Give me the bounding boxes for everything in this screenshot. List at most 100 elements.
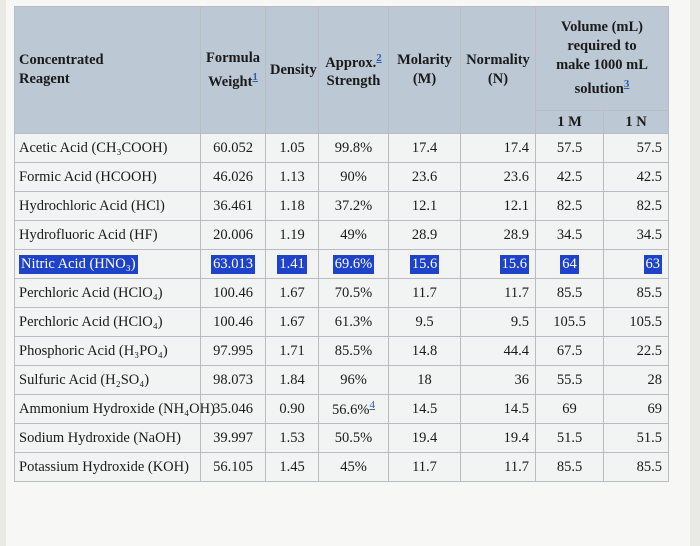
cell-text: Acetic Acid (CH₃COOH)	[19, 139, 168, 156]
reagent-table: Concentrated Reagent Formula Weight1 Den…	[14, 6, 669, 482]
footnote-link-3[interactable]: 3	[623, 78, 630, 91]
cell-text: Sodium Hydroxide (NaOH)	[19, 429, 181, 446]
normality-cell: 11.7	[460, 452, 536, 482]
cell-text: 60.052	[213, 139, 253, 156]
table-row: Ammonium Hydroxide (NH₄OH) 35.046 0.90 56.6…	[14, 394, 669, 424]
header-text: Strength	[326, 73, 381, 90]
molarity-cell: 15.6	[388, 249, 461, 279]
cell-text: 85.5	[556, 458, 583, 475]
strength-cell: 90%	[318, 162, 389, 192]
cell-text: 1.13	[279, 168, 305, 185]
molarity-cell: 28.9	[388, 220, 461, 250]
cell-text: 11.7	[412, 284, 437, 301]
strength-cell: 96%	[318, 365, 389, 395]
header-text: make 1000 mL	[556, 57, 648, 74]
reagent-name-cell: Phosphoric Acid (H₃PO₄)	[14, 336, 201, 366]
normality-cell: 14.5	[460, 394, 536, 424]
strength-cell: 56.6%4	[318, 394, 389, 424]
header-text: Normality	[466, 52, 530, 68]
header-text: (M)	[412, 71, 437, 87]
header-text: required to	[567, 38, 637, 55]
cell-text: 105.5	[629, 313, 662, 330]
col-header-1n: 1 N	[603, 110, 669, 134]
molarity-cell: 12.1	[388, 191, 461, 221]
reagent-name-cell: Nitric Acid (HNO₃)	[14, 249, 201, 279]
formula-weight-cell: 100.46	[200, 278, 266, 308]
strength-cell: 85.5%	[318, 336, 389, 366]
header-text: solution	[574, 80, 624, 97]
molarity-cell: 17.4	[388, 133, 461, 163]
cell-text: 85.5	[636, 284, 662, 301]
cell-text: 55.5	[556, 371, 583, 388]
volume-1n-cell: 85.5	[603, 278, 669, 308]
cell-text: 12.1	[411, 197, 438, 214]
cell-text: 20.006	[213, 226, 253, 243]
header-text: Weight	[208, 73, 253, 90]
footnote-link-4[interactable]: 4	[369, 399, 375, 412]
cell-text: 1.53	[279, 429, 305, 446]
cell-text: 98.073	[213, 371, 253, 388]
density-cell: 1.13	[265, 162, 319, 192]
col-header-volume: Volume (mL) required to make 1000 mL sol…	[535, 6, 669, 111]
volume-1n-cell: 42.5	[603, 162, 669, 192]
footnote-link-1[interactable]: 1	[252, 70, 258, 83]
volume-1m-cell: 51.5	[535, 423, 604, 453]
cell-text: 96%	[340, 371, 367, 388]
reagent-name-cell: Sulfuric Acid (H₂SO₄)	[14, 365, 201, 395]
normality-cell: 11.7	[460, 278, 536, 308]
cell-text: Perchloric Acid (HClO₄)	[19, 284, 163, 301]
cell-text: 23.6	[411, 168, 438, 185]
cell-text: 85.5	[556, 284, 583, 301]
cell-text: 51.5	[556, 429, 583, 446]
table-row: Perchloric Acid (HClO₄) 100.46 1.67 70.5% 11…	[14, 278, 669, 308]
formula-weight-cell: 60.052	[200, 133, 266, 163]
normality-cell: 17.4	[460, 133, 536, 163]
cell-text: 34.5	[556, 226, 583, 243]
table-row: Sodium Hydroxide (NaOH) 39.997 1.53 50.5% 19…	[14, 423, 669, 453]
cell-text: 36	[514, 371, 530, 388]
density-cell: 1.41	[265, 249, 319, 279]
cell-text: 34.5	[636, 226, 662, 243]
cell-text: Potassium Hydroxide (KOH)	[19, 458, 189, 475]
footnote-link-2[interactable]: 2	[376, 51, 382, 64]
cell-text: 1.67	[279, 284, 305, 301]
cell-text: 82.5	[556, 197, 583, 214]
cell-text: Hydrochloric Acid (HCl)	[19, 197, 165, 214]
cell-text: 51.5	[636, 429, 662, 446]
molarity-cell: 23.6	[388, 162, 461, 192]
cell-text: 15.6	[409, 254, 440, 274]
header-text: (N)	[487, 71, 509, 87]
volume-1n-cell: 63	[603, 249, 669, 279]
volume-1n-cell: 28	[603, 365, 669, 395]
document-page: Concentrated Reagent Formula Weight1 Den…	[6, 0, 690, 546]
cell-text: 11.7	[412, 458, 437, 475]
strength-cell: 61.3%	[318, 307, 389, 337]
volume-1m-cell: 55.5	[535, 365, 604, 395]
cell-text: 82.5	[636, 197, 662, 214]
cell-text: 15.6	[499, 254, 529, 274]
cell-text: 61.3%	[334, 313, 373, 330]
formula-weight-cell: 39.997	[200, 423, 266, 453]
col-header-normality: Normality (N)	[460, 6, 536, 134]
header-text: Approx.	[325, 54, 377, 71]
header-text: Formula	[206, 49, 260, 66]
header-text: Density	[270, 61, 317, 78]
cell-text: 90%	[340, 168, 367, 185]
cell-text: Nitric Acid (HNO₃)	[19, 254, 138, 274]
volume-1n-cell: 69	[603, 394, 669, 424]
cell-text: 1.84	[279, 371, 305, 388]
cell-text: 46.026	[213, 168, 253, 185]
volume-1n-cell: 82.5	[603, 191, 669, 221]
reagent-name-cell: Hydrochloric Acid (HCl)	[14, 191, 201, 221]
density-cell: 1.71	[265, 336, 319, 366]
cell-text: 100.46	[213, 284, 253, 301]
reagent-name-cell: Sodium Hydroxide (NaOH)	[14, 423, 201, 453]
cell-text: 67.5	[556, 342, 583, 359]
molarity-cell: 9.5	[388, 307, 461, 337]
volume-1n-cell: 34.5	[603, 220, 669, 250]
volume-1m-cell: 85.5	[535, 278, 604, 308]
density-cell: 0.90	[265, 394, 319, 424]
cell-text: 56.6%	[332, 401, 370, 418]
cell-text: 64	[560, 254, 579, 274]
normality-cell: 44.4	[460, 336, 536, 366]
